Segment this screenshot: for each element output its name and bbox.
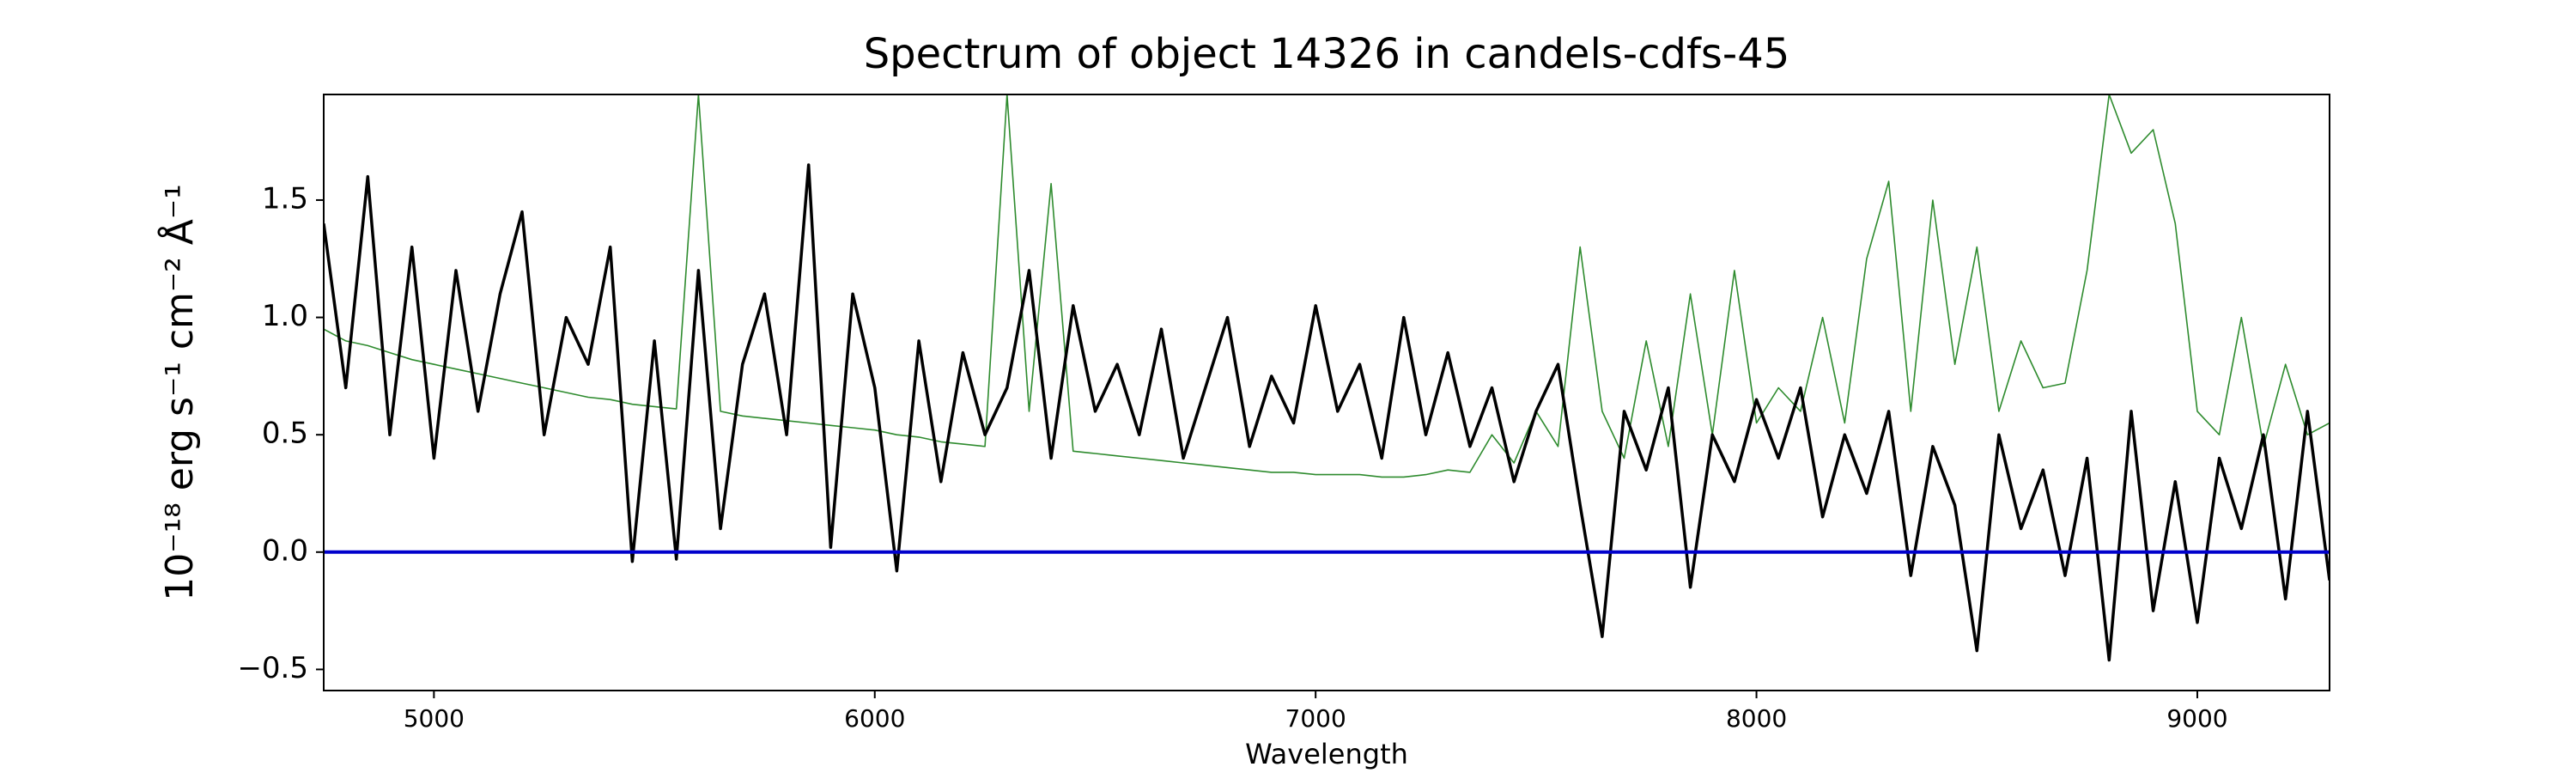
spectrum-line: [324, 94, 2330, 478]
x-tick-label: 7000: [1285, 704, 1346, 733]
y-tick-label: −0.5: [237, 651, 308, 685]
x-tick-label: 8000: [1726, 704, 1787, 733]
x-axis-label: Wavelength: [1245, 738, 1408, 770]
x-tick-label: 9000: [2166, 704, 2227, 733]
spectrum-line: [324, 163, 2330, 662]
y-tick-label: 1.5: [262, 181, 308, 216]
y-tick-label: 0.0: [262, 533, 308, 568]
plot-frame: [323, 94, 2330, 691]
chart-title: Spectrum of object 14326 in candels-cdfs…: [864, 30, 1790, 78]
y-tick-label: 1.0: [262, 299, 308, 333]
x-tick-label: 6000: [844, 704, 905, 733]
plot-area: [324, 94, 2330, 662]
y-axis-label: 10⁻¹⁸ erg s⁻¹ cm⁻² Å⁻¹: [156, 184, 202, 600]
x-tick-label: 5000: [404, 704, 465, 733]
y-tick-label: 0.5: [262, 417, 308, 451]
